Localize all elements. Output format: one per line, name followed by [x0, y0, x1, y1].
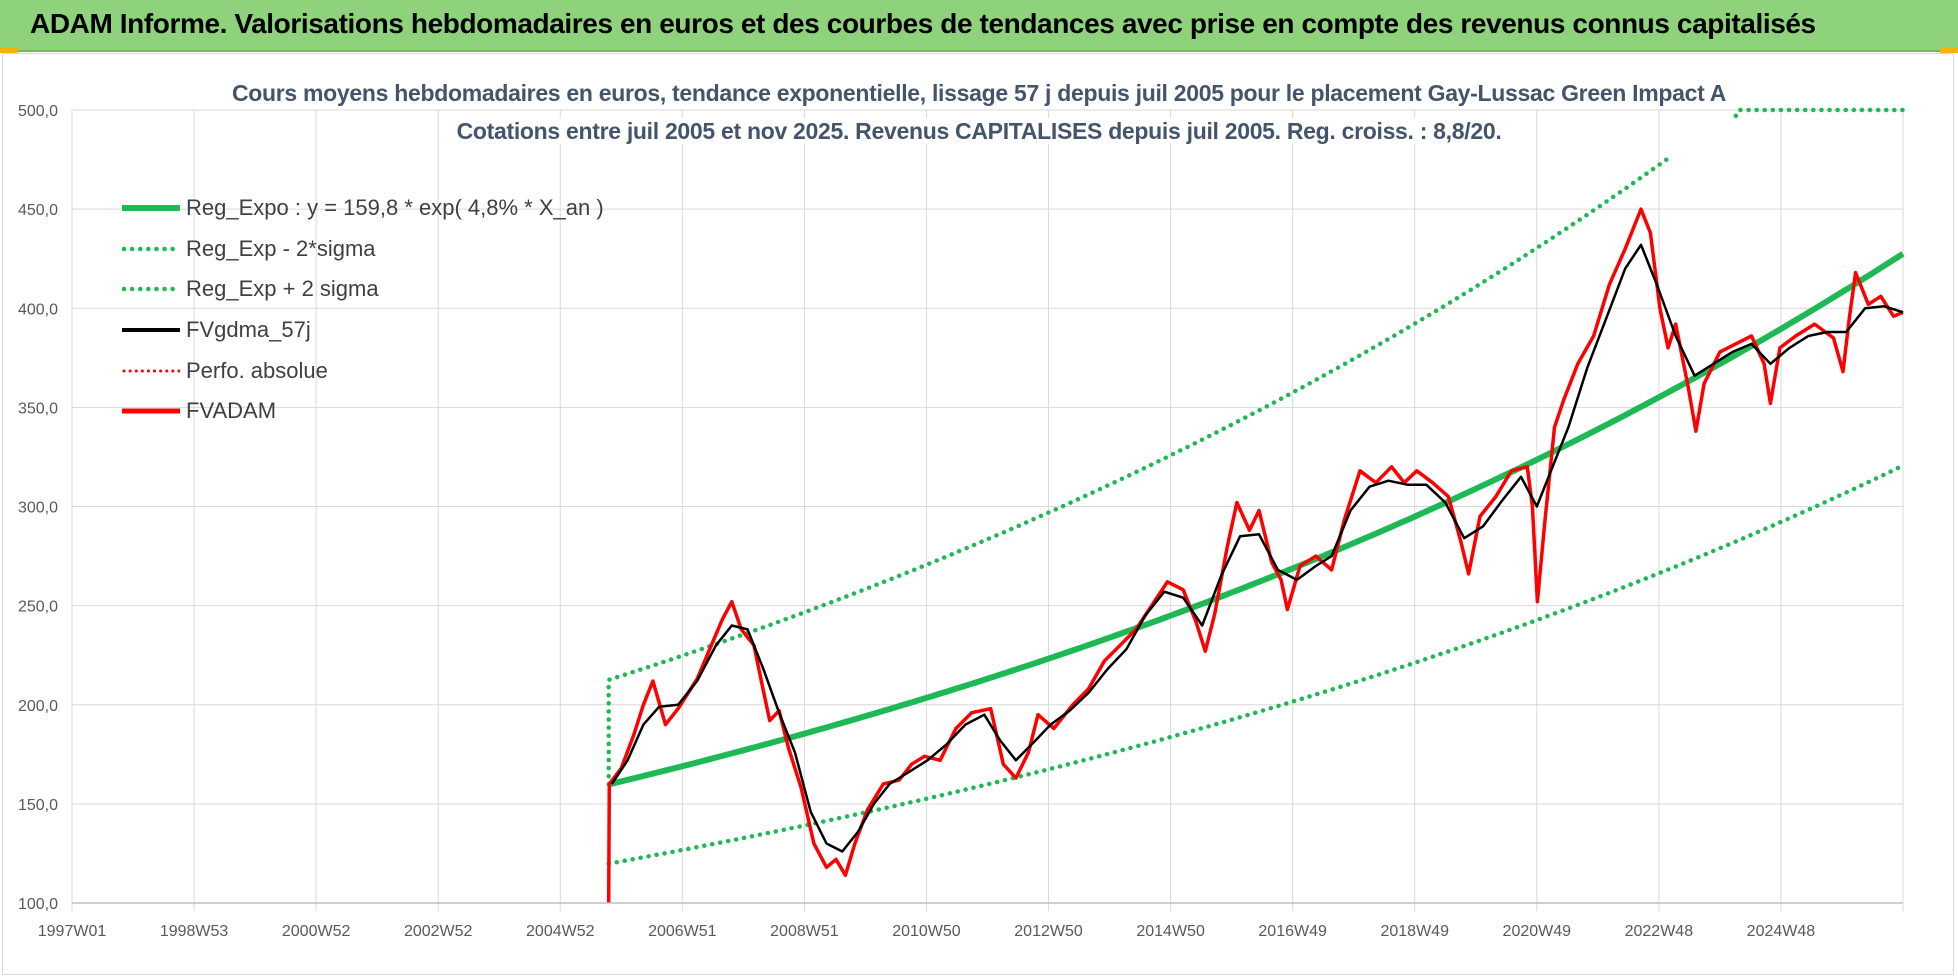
legend-swatch-dotted-red [122, 369, 180, 373]
legend-label: Reg_Exp - 2*sigma [186, 235, 376, 261]
x-tick-label: 1998W53 [160, 923, 229, 940]
legend-item-reg-expo: Reg_Expo : y = 159,8 * exp( 4,8% * X_an … [122, 188, 604, 229]
y-tick-label: 100,0 [18, 896, 58, 913]
corner-marker [1940, 47, 1958, 53]
y-tick-label: 200,0 [18, 698, 58, 715]
legend-label: Reg_Expo : y = 159,8 * exp( 4,8% * X_an … [186, 195, 604, 221]
y-axis-ticks: 100,0 150,0 200,0 250,0 300,0 350,0 400,0 450,0… [18, 103, 58, 913]
y-tick-label: 400,0 [18, 301, 58, 318]
report-title: ADAM Informe. Valorisations hebdomadaire… [30, 8, 1816, 39]
legend-label: Reg_Exp + 2 sigma [186, 276, 379, 302]
y-tick-label: 350,0 [18, 400, 58, 417]
legend-item-fvgdma: FVgdma_57j [122, 310, 604, 351]
x-tick-label: 2002W52 [404, 923, 473, 940]
legend-item-reg-exp-plus: Reg_Exp + 2 sigma [122, 269, 604, 310]
x-tick-label: 2006W51 [648, 923, 717, 940]
y-tick-label: 300,0 [18, 500, 58, 517]
gridlines [71, 109, 1904, 911]
x-tick-label: 2008W51 [770, 923, 839, 940]
series-reg-exp-plus-2sigma [606, 154, 1674, 787]
x-tick-label: 2000W52 [282, 923, 351, 940]
x-tick-label: 2024W48 [1747, 923, 1816, 940]
x-tick-label: 2020W49 [1503, 923, 1572, 940]
legend-item-perfo: Perfo. absolue [122, 350, 604, 391]
legend-label: FVgdma_57j [186, 317, 311, 343]
series-reg-exp-plus-2sigma-cap [1733, 107, 1906, 119]
legend-label: Perfo. absolue [186, 357, 328, 383]
legend-item-fvadam: FVADAM [122, 391, 604, 432]
legend-swatch-solid-red [122, 408, 180, 414]
x-tick-label: 2018W49 [1380, 923, 1449, 940]
legend: Reg_Expo : y = 159,8 * exp( 4,8% * X_an … [122, 188, 604, 432]
y-tick-label: 500,0 [18, 103, 58, 120]
x-tick-label: 2012W50 [1014, 923, 1083, 940]
series-fvgdma-57j [610, 243, 1904, 853]
legend-item-reg-exp-minus: Reg_Exp - 2*sigma [122, 229, 604, 270]
series-reg-exp-minus-2sigma [606, 463, 1906, 866]
series-fvadam [606, 207, 1904, 904]
x-tick-label: 2014W50 [1136, 923, 1205, 940]
x-tick-label: 2022W48 [1625, 923, 1694, 940]
legend-swatch-dotted-green [122, 246, 180, 252]
y-tick-label: 450,0 [18, 202, 58, 219]
legend-swatch-solid-green [122, 205, 180, 212]
legend-swatch-solid-black [122, 328, 180, 333]
y-tick-label: 250,0 [18, 599, 58, 616]
report-banner: ADAM Informe. Valorisations hebdomadaire… [0, 0, 1958, 52]
x-tick-label: 1997W01 [38, 923, 107, 940]
x-tick-label: 2010W50 [892, 923, 961, 940]
chart-frame [2, 53, 1954, 975]
corner-marker [0, 47, 18, 53]
y-tick-label: 150,0 [18, 797, 58, 814]
x-axis-ticks: 1997W01 1998W53 2000W52 2002W52 2004W52 2006W… [38, 923, 1816, 940]
x-tick-label: 2016W49 [1258, 923, 1327, 940]
x-tick-label: 2004W52 [526, 923, 595, 940]
series-layer [606, 107, 1906, 904]
legend-label: FVADAM [186, 398, 277, 424]
legend-swatch-dotted-green [122, 287, 180, 292]
